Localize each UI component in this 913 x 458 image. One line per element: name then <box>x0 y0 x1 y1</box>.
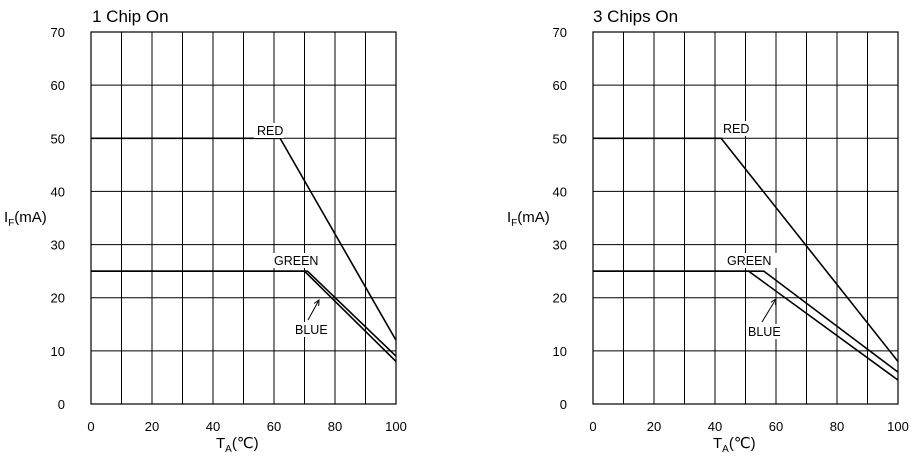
series-line-red <box>593 137 899 362</box>
x-axis-label-sub: A <box>225 444 232 455</box>
y-axis-label-sub: F <box>511 218 517 229</box>
y-tick-label: 0 <box>58 397 65 412</box>
x-tick-label: 40 <box>206 419 220 434</box>
y-tick-label: 30 <box>553 238 567 253</box>
x-tick-label: 60 <box>769 419 783 434</box>
x-tick-label: 20 <box>647 419 661 434</box>
series-label-arrow <box>761 298 777 323</box>
plot-frame <box>592 31 899 405</box>
y-tick-label: 40 <box>51 184 65 199</box>
x-tick-label: 100 <box>385 419 407 434</box>
chart-title: 3 Chips On <box>593 7 678 26</box>
x-tick-label: 0 <box>87 419 94 434</box>
series-label-background <box>720 121 756 136</box>
series-label-background <box>293 322 328 337</box>
y-tick-label: 70 <box>51 25 65 40</box>
series-line-blue <box>91 270 397 363</box>
series-label-arrowhead <box>313 298 320 307</box>
y-tick-label: 20 <box>553 291 567 306</box>
chart-title: 1 Chip On <box>92 7 169 26</box>
y-axis-label-sub: F <box>8 218 14 229</box>
series-label-blue: BLUE <box>295 323 328 337</box>
series-label-background <box>272 253 316 268</box>
y-axis-label-main: I <box>507 209 511 226</box>
grid <box>593 32 898 404</box>
y-tick-label: 0 <box>560 397 567 412</box>
x-tick-label: 60 <box>267 419 281 434</box>
x-axis-label-main: T <box>216 435 225 452</box>
x-tick-label: 20 <box>145 419 159 434</box>
plot-frame <box>90 31 397 405</box>
x-tick-label: 40 <box>708 419 722 434</box>
y-axis-label-main: I <box>4 209 8 226</box>
series-label-background <box>725 253 779 268</box>
y-tick-label: 50 <box>553 131 567 146</box>
series-label-red: RED <box>257 124 283 138</box>
x-tick-label: 100 <box>887 419 909 434</box>
x-axis-label-tail: (℃) <box>729 435 756 452</box>
series-label-arrowhead <box>770 298 777 306</box>
x-axis-label-sub: A <box>722 444 729 455</box>
series-label-green: GREEN <box>274 254 318 268</box>
series-label-arrow <box>307 299 320 321</box>
x-axis-label: TA(℃) <box>713 435 756 455</box>
y-tick-label: 70 <box>553 25 567 40</box>
series-label-background <box>254 123 284 138</box>
x-axis-label-main: T <box>713 435 722 452</box>
y-axis-label: IF(mA) <box>507 209 550 229</box>
y-tick-label: 30 <box>51 238 65 253</box>
grid <box>91 32 396 404</box>
series-label-green: GREEN <box>727 254 771 268</box>
x-axis-label: TA(℃) <box>216 435 259 455</box>
series-label-blue: BLUE <box>748 325 781 339</box>
series-line-red <box>91 137 397 341</box>
x-tick-label: 80 <box>328 419 342 434</box>
y-axis-label: IF(mA) <box>4 209 47 229</box>
y-tick-label: 60 <box>553 78 567 93</box>
series-label-background <box>746 324 788 339</box>
y-axis-label-tail: (mA) <box>14 209 47 226</box>
y-axis-label-tail: (mA) <box>517 209 550 226</box>
y-tick-label: 10 <box>553 344 567 359</box>
series-label-red: RED <box>723 122 749 136</box>
chart-panel-1: 1 Chip On 0 10 20 30 40 50 60 70 0 20 40 60 80 100 IF(m… <box>4 7 407 455</box>
x-tick-label: 80 <box>830 419 844 434</box>
y-tick-label: 40 <box>553 184 567 199</box>
y-tick-label: 60 <box>51 78 65 93</box>
y-tick-label: 20 <box>51 291 65 306</box>
x-axis-label-tail: (℃) <box>232 435 259 452</box>
series-line-blue <box>593 270 899 381</box>
y-tick-label: 10 <box>51 344 65 359</box>
y-tick-label: 50 <box>51 131 65 146</box>
x-tick-label: 0 <box>589 419 596 434</box>
